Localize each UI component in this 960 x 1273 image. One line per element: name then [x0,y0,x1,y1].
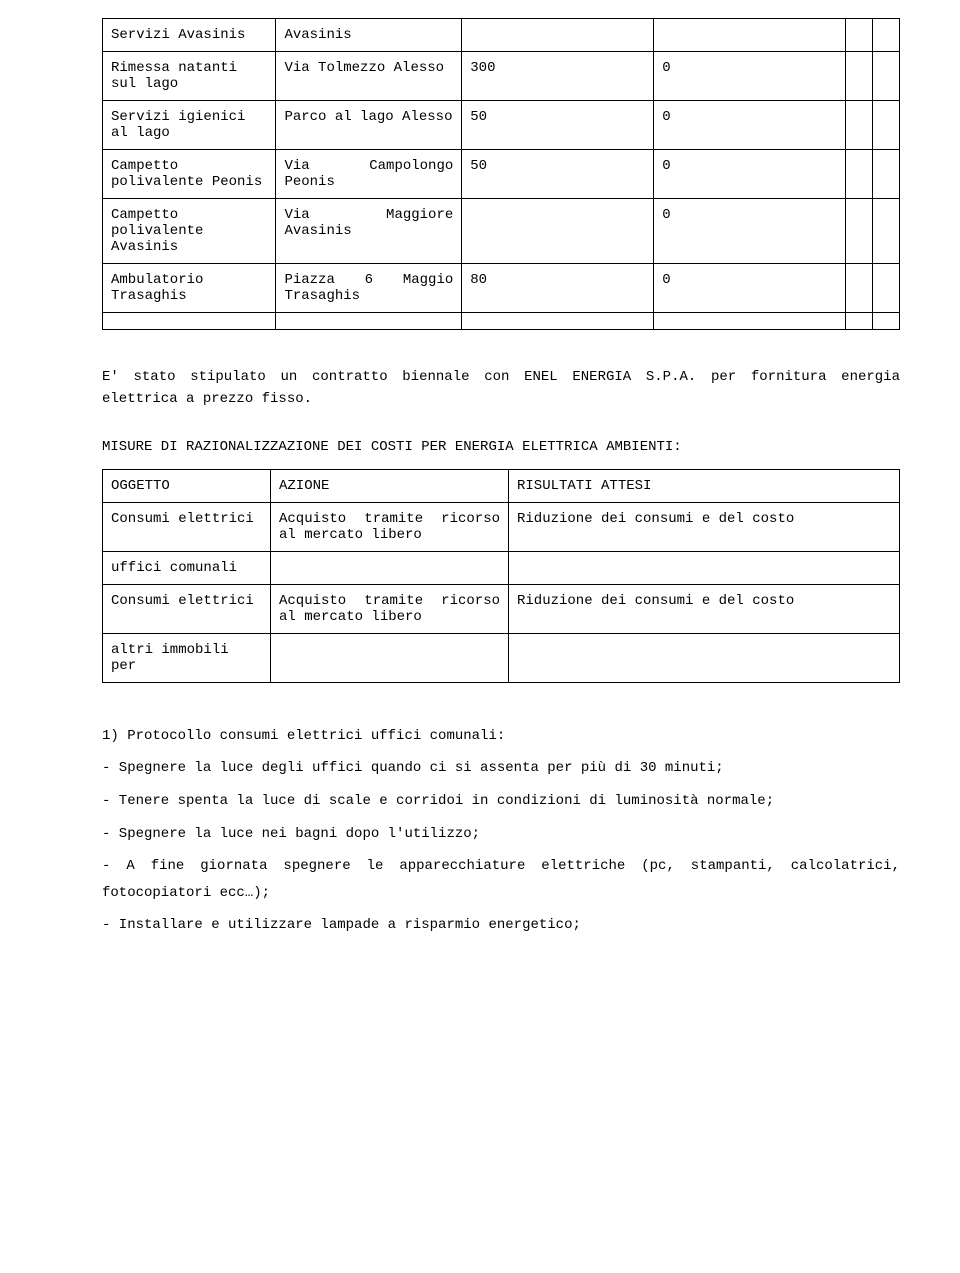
table-row: Campetto polivalente PeonisVia Campolong… [103,150,900,199]
cell [846,313,873,330]
cell: Rimessa natanti sul lago [103,52,276,101]
cell [873,199,900,264]
facilities-table: Servizi AvasinisAvasinisRimessa natanti … [102,18,900,330]
cell [846,150,873,199]
cell: 300 [462,52,654,101]
cell: Ambulatorio Trasaghis [103,264,276,313]
cell [103,313,276,330]
cell [873,150,900,199]
cell [846,52,873,101]
cell: 0 [654,52,846,101]
cell [654,313,846,330]
protocol-section: 1) Protocollo consumi elettrici uffici c… [102,723,900,939]
cell: 0 [654,150,846,199]
cell: Campetto polivalente Peonis [103,150,276,199]
protocol-item: - A fine giornata spegnere le apparecchi… [102,853,900,906]
table-row: Ambulatorio TrasaghisPiazza 6 Maggio Tra… [103,264,900,313]
protocol-item: - Spegnere la luce nei bagni dopo l'util… [102,821,900,848]
cell: 0 [654,199,846,264]
protocol-item: - Installare e utilizzare lampade a risp… [102,912,900,939]
cell-azione: Acquisto tramite ricorso al mercato libe… [271,502,509,551]
header-oggetto: OGGETTO [103,469,271,502]
cell [654,19,846,52]
header-risultati: RISULTATI ATTESI [509,469,900,502]
cell-risultati [509,633,900,682]
cell-risultati [509,551,900,584]
section-title: MISURE DI RAZIONALIZZAZIONE DEI COSTI PE… [102,439,900,455]
table-row: Servizi igienici al lagoParco al lago Al… [103,101,900,150]
protocol-item: - Spegnere la luce degli uffici quando c… [102,755,900,782]
cell-oggetto: Consumi elettrici [103,584,271,633]
cell: Campetto polivalente Avasinis [103,199,276,264]
cell [873,52,900,101]
header-azione: AZIONE [271,469,509,502]
cell [846,199,873,264]
cell-azione: Acquisto tramite ricorso al mercato libe… [271,584,509,633]
table-row [103,313,900,330]
cell [873,19,900,52]
cell [276,313,462,330]
contract-paragraph: E' stato stipulato un contratto biennale… [102,366,900,411]
cell-risultati: Riduzione dei consumi e del costo [509,584,900,633]
cell: Piazza 6 Maggio Trasaghis [276,264,462,313]
cell: 50 [462,150,654,199]
cell: Via Tolmezzo Alesso [276,52,462,101]
cell-risultati: Riduzione dei consumi e del costo [509,502,900,551]
table-header-row: OGGETTO AZIONE RISULTATI ATTESI [103,469,900,502]
cell [846,264,873,313]
cell-oggetto: uffici comunali [103,551,271,584]
cell [873,264,900,313]
cell: 50 [462,101,654,150]
table-row: Rimessa natanti sul lagoVia Tolmezzo Ale… [103,52,900,101]
cell: 0 [654,264,846,313]
measures-table: OGGETTO AZIONE RISULTATI ATTESI Consumi … [102,469,900,683]
cell-oggetto: altri immobili per [103,633,271,682]
cell [462,19,654,52]
table-row: Servizi AvasinisAvasinis [103,19,900,52]
cell [873,101,900,150]
cell-azione [271,551,509,584]
cell-azione [271,633,509,682]
cell: Via Maggiore Avasinis [276,199,462,264]
cell: 0 [654,101,846,150]
table-row: Campetto polivalente AvasinisVia Maggior… [103,199,900,264]
table-row: uffici comunali [103,551,900,584]
cell [846,19,873,52]
table-row: Consumi elettrici Acquisto tramite ricor… [103,584,900,633]
cell [846,101,873,150]
cell [873,313,900,330]
cell: Servizi igienici al lago [103,101,276,150]
cell-oggetto: Consumi elettrici [103,502,271,551]
table-row: altri immobili per [103,633,900,682]
table-row: Consumi elettrici Acquisto tramite ricor… [103,502,900,551]
cell: Parco al lago Alesso [276,101,462,150]
cell [462,313,654,330]
cell: Servizi Avasinis [103,19,276,52]
protocol-title: 1) Protocollo consumi elettrici uffici c… [102,723,900,750]
cell: Via Campolongo Peonis [276,150,462,199]
cell: Avasinis [276,19,462,52]
cell [462,199,654,264]
cell: 80 [462,264,654,313]
protocol-item: - Tenere spenta la luce di scale e corri… [102,788,900,815]
